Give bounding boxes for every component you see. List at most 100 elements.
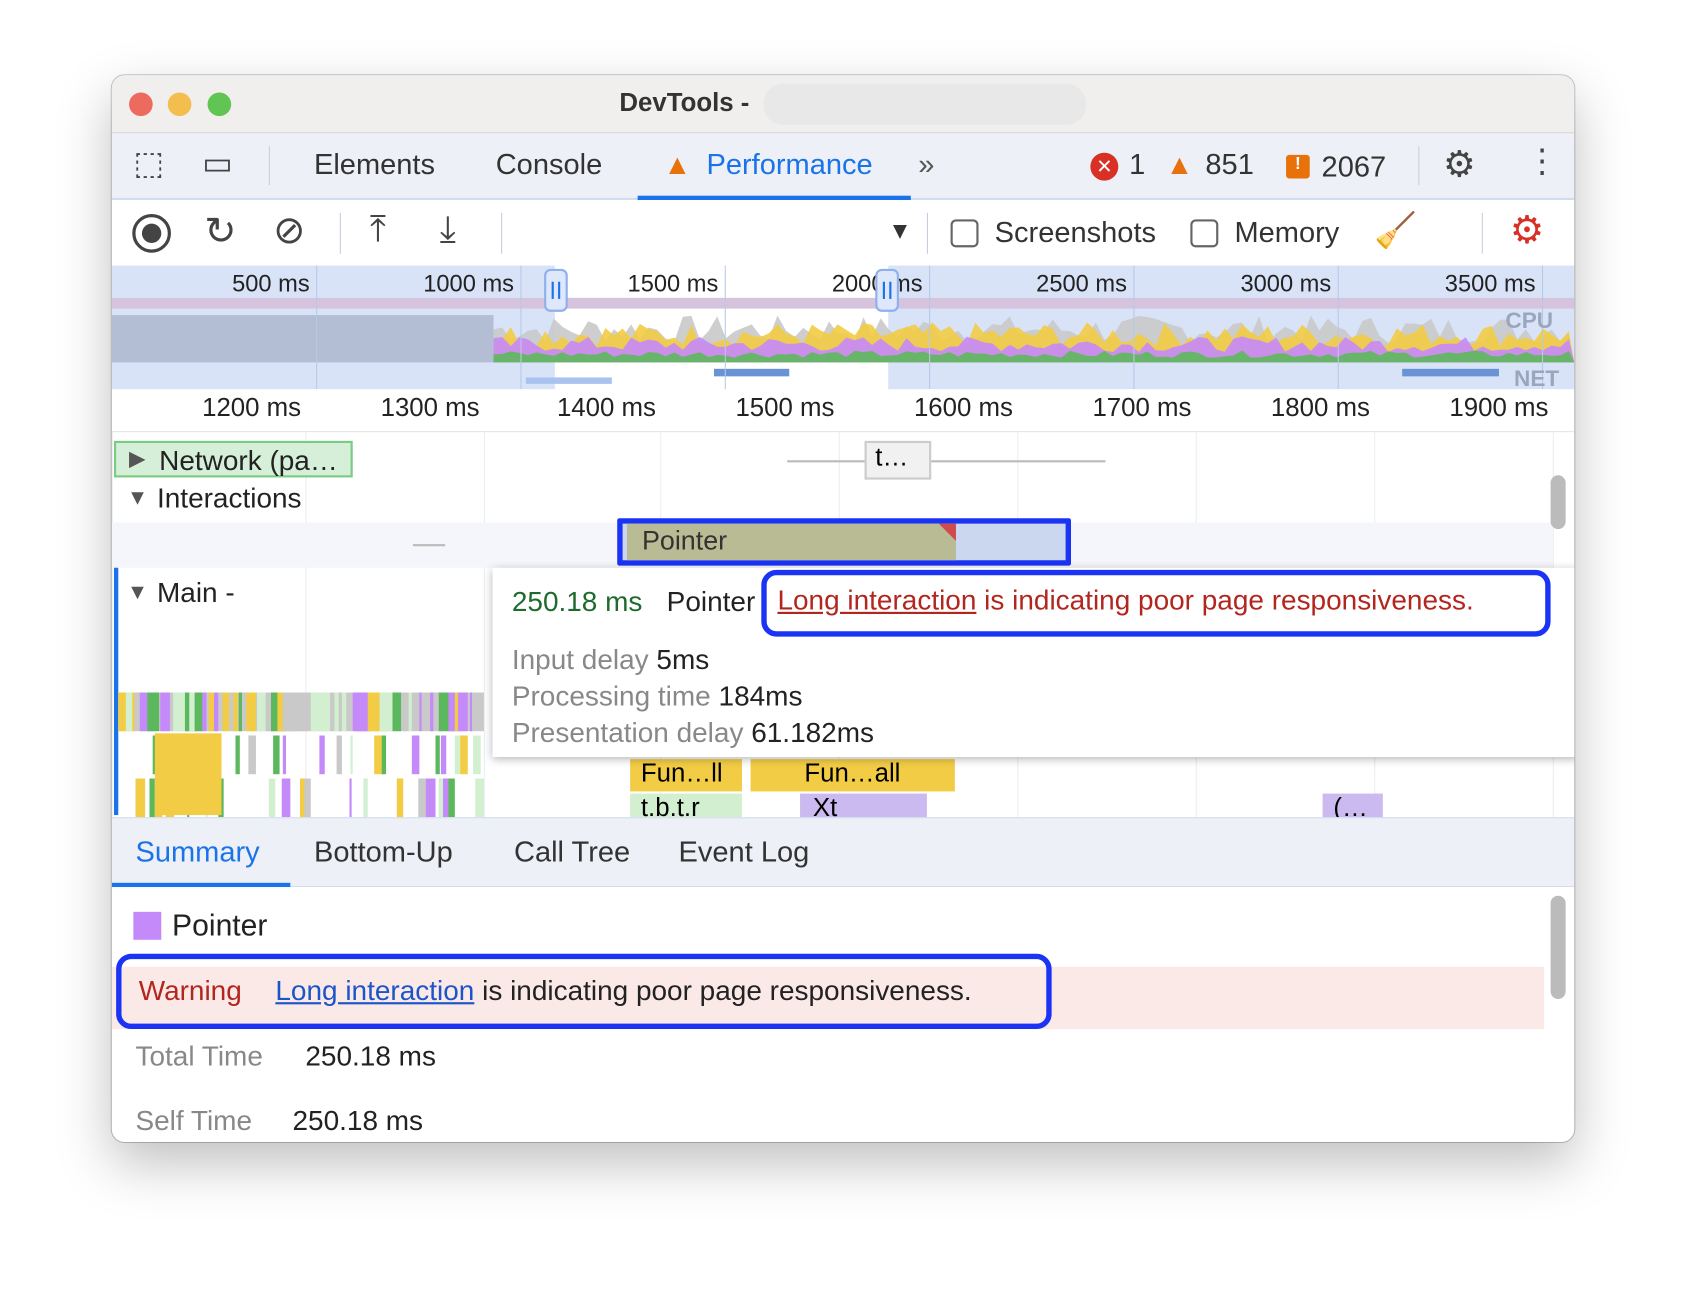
flame-slice[interactable] [273,735,280,775]
flame-slice[interactable] [208,692,214,732]
flame-slice[interactable] [288,692,303,732]
tab-bottom-up[interactable]: Bottom-Up [313,835,453,868]
tab-performance[interactable]: ▲ Performance [637,133,911,201]
record-button[interactable] [132,213,171,253]
flame-slice[interactable] [469,692,473,732]
flame-slice[interactable] [135,778,146,818]
timeline-overview[interactable]: 500 ms 1000 ms 1500 ms 2000 ms 2500 ms 3000 m… [111,265,1575,391]
flame-slice[interactable] [282,735,287,775]
flame-slice[interactable] [418,778,427,818]
flame-slice[interactable] [213,692,219,732]
flame-slice[interactable] [454,692,459,732]
flame-slice[interactable] [430,692,434,732]
recording-select-dropdown[interactable]: ▼ [888,217,912,245]
flame-slice[interactable] [202,692,207,732]
flame-slice[interactable] [319,735,325,775]
main-track-label[interactable]: Main - [156,576,235,609]
inspect-element-icon[interactable]: ⬚ [133,146,164,182]
flame-slice[interactable] [349,778,352,818]
flame-slice[interactable] [238,692,242,732]
flame-slice[interactable] [435,735,440,775]
flame-slice[interactable] [374,735,384,775]
flame-slice[interactable] [149,778,155,818]
capture-settings-gear-icon[interactable]: ⚙ [1509,207,1545,252]
flame-slice[interactable] [475,778,484,818]
flame-slice[interactable] [438,778,447,818]
selection-left-handle[interactable] [544,268,568,312]
flame-entry[interactable]: (… [1322,793,1383,818]
flame-slice[interactable] [160,692,170,732]
collect-garbage-broom-icon[interactable]: 🧹 [1374,210,1418,250]
flame-entry[interactable]: Fun…all [750,759,955,792]
flame-slice[interactable] [356,692,371,732]
flame-slice[interactable] [392,692,402,732]
long-interaction-link[interactable]: Long interaction [777,583,977,617]
more-options-icon[interactable]: ⋮ [1525,144,1559,180]
flame-slice[interactable] [440,735,447,775]
interactions-track-label[interactable]: Interactions [156,481,302,514]
flame-slice[interactable] [322,692,331,732]
screenshots-checkbox[interactable] [950,219,979,248]
summary-scrollbar[interactable] [1550,895,1566,999]
flame-slice[interactable] [408,692,412,732]
flame-slice[interactable] [460,735,468,775]
flame-slice[interactable] [194,692,204,732]
flame-slice[interactable] [304,778,311,818]
zoom-window-button[interactable] [207,92,232,117]
download-icon[interactable]: ⤓ [439,208,456,250]
flame-entry[interactable]: Fun…ll [630,759,742,792]
flame-slice[interactable] [301,692,308,732]
settings-gear-icon[interactable]: ⚙ [1443,144,1476,185]
selection-right-handle[interactable] [875,268,899,312]
flame-slice[interactable] [154,733,222,816]
flame-slice[interactable] [379,692,394,732]
flame-slice[interactable] [173,692,187,732]
network-request-bar[interactable]: t… [864,440,932,480]
network-track-header[interactable]: ▶ Network (pa… [113,440,353,478]
flame-slice[interactable] [411,735,420,775]
tracks-scrollbar[interactable] [1550,475,1566,530]
flame-slice[interactable] [336,735,342,775]
flame-slice[interactable] [222,692,230,732]
flame-slice[interactable] [350,735,353,775]
flame-slice[interactable] [147,692,160,732]
flame-slice[interactable] [125,692,133,732]
flame-entry[interactable]: t.b.t.r [630,793,742,818]
pointer-interaction[interactable]: Pointer [617,518,1071,566]
collapse-triangle-icon[interactable]: ▼ [126,580,149,605]
flame-entry[interactable]: Xt [800,793,927,818]
tab-console[interactable]: Console [495,148,603,181]
error-count[interactable]: 1 [1129,148,1146,181]
reload-record-icon[interactable]: ↻ [204,208,237,253]
device-toolbar-icon[interactable]: ▭ [202,146,233,182]
flame-slice[interactable] [448,778,455,818]
tab-call-tree[interactable]: Call Tree [513,835,631,868]
flame-slice[interactable] [419,692,422,732]
more-tabs-chevron-icon[interactable]: » [918,148,935,181]
flame-slice[interactable] [460,692,468,732]
flame-slice[interactable] [248,735,256,775]
memory-checkbox[interactable] [1190,219,1219,248]
error-icon[interactable]: ✕ [1090,152,1119,181]
long-interaction-link[interactable]: Long interaction [275,974,475,1007]
tab-elements[interactable]: Elements [313,148,436,181]
flame-slice[interactable] [338,692,342,732]
flame-slice[interactable] [265,692,276,732]
flame-slice[interactable] [443,778,451,818]
flame-slice[interactable] [281,778,291,818]
flame-slice[interactable] [235,735,240,775]
flame-slice[interactable] [277,692,287,732]
minimize-window-button[interactable] [167,92,192,117]
flame-slice[interactable] [396,778,404,818]
issues-icon[interactable]: ! [1286,154,1310,179]
flame-slice[interactable] [310,692,324,732]
flame-slice[interactable] [246,692,256,732]
flame-slice[interactable] [363,778,368,818]
flame-slice[interactable] [473,735,481,775]
tab-summary[interactable]: Summary [111,818,291,888]
clear-icon[interactable]: ⊘ [273,207,306,252]
tab-event-log[interactable]: Event Log [678,835,810,868]
flame-slice[interactable] [233,692,238,732]
flame-slice[interactable] [381,735,387,775]
flame-slice[interactable] [403,692,407,732]
